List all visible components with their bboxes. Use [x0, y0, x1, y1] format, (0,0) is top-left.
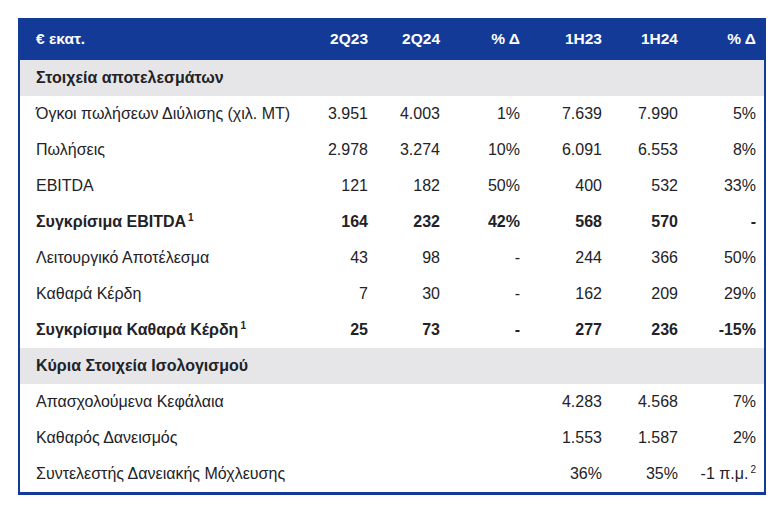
- cell-value: 36%: [520, 465, 602, 483]
- cell-value: 35%: [602, 465, 678, 483]
- table-row: Απασχολούμενα Κεφάλαια 4.2834.5687%: [20, 384, 764, 420]
- financial-results-table: € εκατ. 2Q232Q24% Δ1H231H24% Δ Στοιχεία …: [18, 18, 766, 495]
- cell-value: 162: [520, 285, 602, 303]
- footnote-marker: 1: [188, 212, 194, 223]
- section-title: Στοιχεία αποτελεσμάτων: [20, 69, 764, 87]
- row-label: Λειτουργικό Αποτέλεσμα: [20, 249, 296, 267]
- table-row: Συντελεστής Δανειακής Μόχλευσης 36%35%-1 …: [20, 456, 764, 492]
- cell-value: 42%: [440, 213, 520, 231]
- table-row: Συγκρίσιμα EBITDA116423242%568570-: [20, 204, 764, 240]
- section-header: Στοιχεία αποτελεσμάτων: [20, 60, 764, 96]
- cell-value: 3.951: [296, 105, 368, 123]
- row-label: EBITDA: [20, 177, 296, 195]
- row-label: Συγκρίσιμα Καθαρά Κέρδη1: [20, 321, 296, 339]
- table-header-row: € εκατ. 2Q232Q24% Δ1H231H24% Δ: [20, 18, 764, 60]
- cell-value: 7.990: [602, 105, 678, 123]
- page: € εκατ. 2Q232Q24% Δ1H231H24% Δ Στοιχεία …: [0, 0, 782, 495]
- cell-value: 7%: [678, 393, 756, 411]
- cell-value: 33%: [678, 177, 756, 195]
- table-header-col-0: 2Q23: [296, 30, 368, 48]
- table-header-col-5: % Δ: [678, 30, 756, 48]
- cell-value: 6.553: [602, 141, 678, 159]
- table-row: Πωλήσεις2.9783.27410%6.0916.5538%: [20, 132, 764, 168]
- cell-value: -: [678, 213, 756, 231]
- cell-value: 366: [602, 249, 678, 267]
- row-label: Πωλήσεις: [20, 141, 296, 159]
- cell-value: 98: [368, 249, 440, 267]
- table-row: Καθαρός Δανεισμός 1.5531.5872%: [20, 420, 764, 456]
- table-header-col-4: 1H24: [602, 30, 678, 48]
- cell-value: 6.091: [520, 141, 602, 159]
- table-row: Λειτουργικό Αποτέλεσμα4398-24436650%: [20, 240, 764, 276]
- cell-value: 10%: [440, 141, 520, 159]
- table-header-col-3: 1H23: [520, 30, 602, 48]
- cell-value: 7: [296, 285, 368, 303]
- section-title: Κύρια Στοιχεία Ισολογισμού: [20, 357, 764, 375]
- cell-value: -1 π.μ.2: [678, 465, 756, 483]
- row-label: Καθαρά Κέρδη: [20, 285, 296, 303]
- cell-value: -: [440, 249, 520, 267]
- table-row: EBITDA12118250%40053233%: [20, 168, 764, 204]
- table-header-col-1: 2Q24: [368, 30, 440, 48]
- cell-value: 4.003: [368, 105, 440, 123]
- cell-value: 43: [296, 249, 368, 267]
- cell-value: 8%: [678, 141, 756, 159]
- footnote-marker: 1: [240, 320, 246, 331]
- footnote-marker: 2: [750, 464, 756, 475]
- cell-value: 3.274: [368, 141, 440, 159]
- cell-value: 209: [602, 285, 678, 303]
- row-label: Συντελεστής Δανειακής Μόχλευσης: [20, 465, 296, 483]
- cell-value: 532: [602, 177, 678, 195]
- table-row: Όγκοι πωλήσεων Διύλισης (χιλ. MT)3.9514.…: [20, 96, 764, 132]
- cell-value: 232: [368, 213, 440, 231]
- row-label: Απασχολούμενα Κεφάλαια: [20, 393, 296, 411]
- cell-value: 29%: [678, 285, 756, 303]
- row-label: Καθαρός Δανεισμός: [20, 429, 296, 447]
- row-label: Συγκρίσιμα EBITDA1: [20, 213, 296, 231]
- cell-value: 568: [520, 213, 602, 231]
- row-label: Όγκοι πωλήσεων Διύλισης (χιλ. MT): [20, 105, 296, 123]
- cell-value: 236: [602, 321, 678, 339]
- cell-value: 244: [520, 249, 602, 267]
- cell-value: -15%: [678, 321, 756, 339]
- cell-value: -: [440, 285, 520, 303]
- section-header: Κύρια Στοιχεία Ισολογισμού: [20, 348, 764, 384]
- cell-value: 1.587: [602, 429, 678, 447]
- cell-value: 25: [296, 321, 368, 339]
- cell-value: 164: [296, 213, 368, 231]
- cell-value: 73: [368, 321, 440, 339]
- cell-value: 7.639: [520, 105, 602, 123]
- table-body: Στοιχεία αποτελεσμάτων Όγκοι πωλήσεων Διύ…: [20, 60, 764, 492]
- cell-value: 2%: [678, 429, 756, 447]
- cell-value: 277: [520, 321, 602, 339]
- cell-value: 1%: [440, 105, 520, 123]
- cell-value: -: [440, 321, 520, 339]
- cell-value: 1.553: [520, 429, 602, 447]
- table-row: Συγκρίσιμα Καθαρά Κέρδη12573-277236-15%: [20, 312, 764, 348]
- cell-value: 50%: [678, 249, 756, 267]
- table-row: Καθαρά Κέρδη730-16220929%: [20, 276, 764, 312]
- table-header-col-2: % Δ: [440, 30, 520, 48]
- cell-value: 182: [368, 177, 440, 195]
- cell-value: 400: [520, 177, 602, 195]
- cell-value: 50%: [440, 177, 520, 195]
- cell-value: 570: [602, 213, 678, 231]
- cell-value: 121: [296, 177, 368, 195]
- cell-value: 4.283: [520, 393, 602, 411]
- table-header-unit-label: € εκατ.: [20, 30, 296, 48]
- cell-value: 30: [368, 285, 440, 303]
- cell-value: 5%: [678, 105, 756, 123]
- cell-value: 2.978: [296, 141, 368, 159]
- cell-value: 4.568: [602, 393, 678, 411]
